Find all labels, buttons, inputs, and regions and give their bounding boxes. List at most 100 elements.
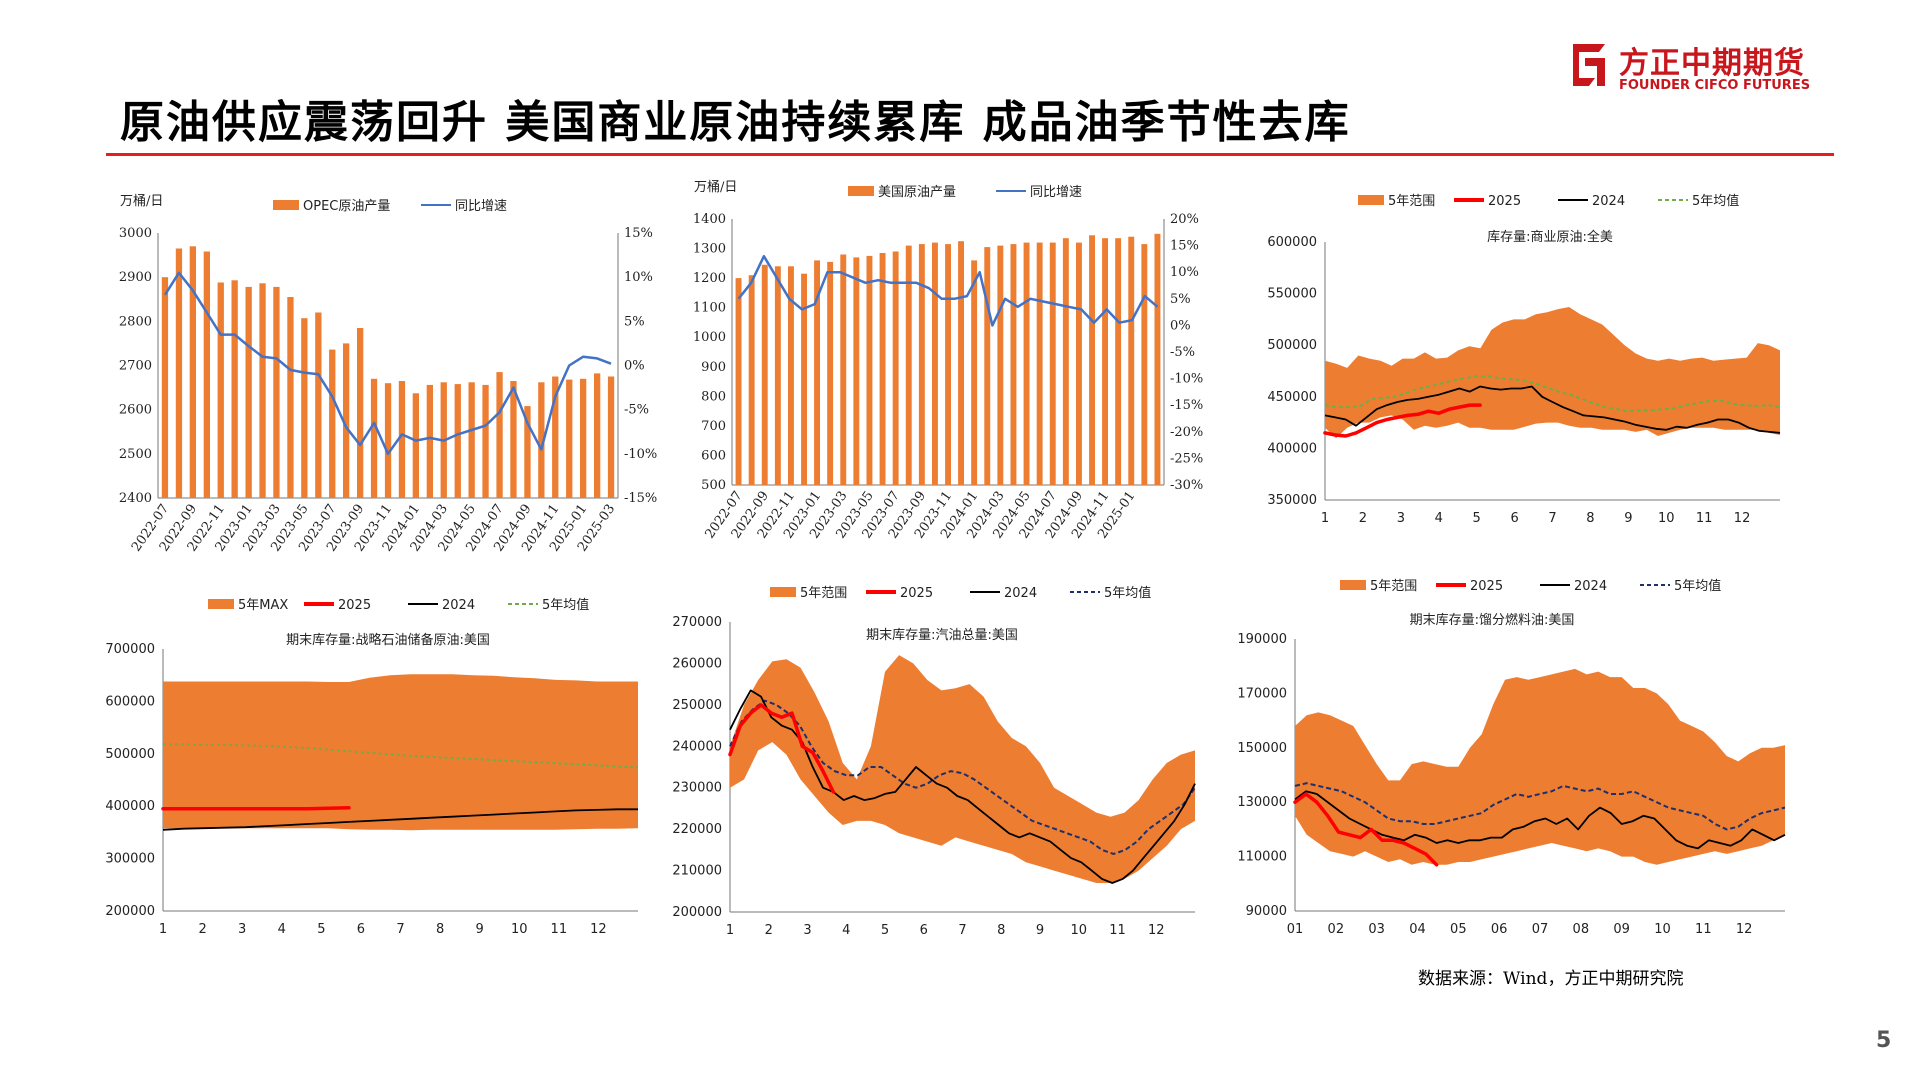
production-bar	[827, 261, 834, 485]
production-bar	[454, 384, 461, 498]
production-bar	[814, 260, 820, 485]
x-tick-label: 7	[958, 923, 966, 938]
x-tick-label: 8	[1586, 511, 1594, 526]
production-bar	[496, 372, 503, 498]
production-bar	[1036, 242, 1043, 485]
production-bar	[892, 251, 899, 485]
x-tick-label: 05	[1450, 922, 1467, 937]
y-tick-label-left: 1300	[693, 242, 726, 257]
x-tick-label: 04	[1409, 922, 1426, 937]
production-bar	[329, 349, 336, 498]
x-tick-label: 11	[551, 922, 568, 937]
y-tick-label-right: 0%	[1170, 318, 1191, 333]
company-logo: 方正中期期货 FOUNDER CIFCO FUTURES	[1563, 38, 1833, 94]
y-tick-label: 270000	[672, 615, 722, 630]
production-bar	[1049, 242, 1056, 485]
production-bar	[1102, 238, 1108, 485]
production-bar	[412, 393, 419, 498]
x-tick-label: 10	[511, 922, 528, 937]
y-tick-label-left: 2800	[119, 314, 152, 329]
x-tick-label: 9	[476, 922, 484, 937]
chart-title: 期末库存量:馏分燃料油:美国	[1410, 612, 1575, 628]
y-tick-label: 170000	[1237, 686, 1287, 701]
production-bar	[315, 312, 322, 498]
legend-swatch	[1340, 580, 1366, 590]
production-bar	[905, 245, 912, 485]
x-tick-label: 8	[997, 923, 1005, 938]
production-bar	[958, 241, 964, 485]
y-tick-label: 210000	[672, 864, 722, 879]
y-tick-label-left: 600	[701, 448, 726, 463]
legend-label: 5年范围	[800, 586, 847, 601]
y-tick-label: 220000	[672, 822, 722, 837]
legend-swatch	[208, 599, 234, 609]
y-tick-label-right: 10%	[624, 270, 653, 285]
legend-label: 同比增速	[1030, 185, 1082, 200]
y-tick-label-right: -25%	[1170, 451, 1203, 466]
production-bar	[1128, 236, 1135, 485]
y-tick-label: 260000	[672, 656, 722, 671]
x-tick-label: 8	[436, 922, 444, 937]
legend-label: 2025	[1488, 194, 1521, 209]
production-bar	[217, 282, 224, 498]
production-bar	[203, 251, 210, 498]
x-tick-label: 11	[1109, 923, 1126, 938]
logo-english: FOUNDER CIFCO FUTURES	[1619, 78, 1811, 93]
x-tick-label: 7	[396, 922, 404, 937]
x-tick-label: 12	[1736, 922, 1753, 937]
legend-label: 5年均值	[1674, 578, 1721, 594]
production-bar	[1141, 244, 1148, 485]
production-bar	[482, 384, 489, 498]
x-tick-label: 09	[1613, 922, 1630, 937]
x-tick-label: 2	[198, 922, 206, 937]
y-tick-label: 150000	[1237, 741, 1287, 756]
production-bar	[788, 266, 794, 485]
y-tick-label-left: 2600	[119, 403, 152, 418]
x-tick-label: 1	[159, 922, 167, 937]
production-bar	[189, 246, 196, 499]
line-2024	[1324, 385, 1781, 434]
y-tick-label-right: 5%	[624, 314, 645, 329]
y-tick-label-left: 1400	[693, 212, 726, 227]
x-tick-label: 02	[1328, 922, 1345, 937]
x-tick-label: 3	[238, 922, 246, 937]
x-tick-label: 4	[278, 922, 286, 937]
production-bar	[945, 244, 951, 485]
production-bar	[1010, 244, 1017, 485]
legend-swatch	[1358, 195, 1384, 205]
production-bar	[231, 280, 238, 498]
source-note: 数据来源：Wind，方正中期研究院	[1418, 969, 1684, 989]
line-2024	[729, 689, 1196, 884]
production-bar	[918, 244, 925, 485]
x-tick-label: 08	[1573, 922, 1590, 937]
page-number: 5	[1876, 1028, 1892, 1053]
y-tick-label-right: -20%	[1170, 425, 1203, 440]
production-bar	[879, 253, 886, 485]
y-tick-label-right: 15%	[1170, 239, 1199, 254]
x-tick-label: 9	[1036, 923, 1044, 938]
logo-name: 方正中期期货	[1619, 46, 1805, 81]
production-bar	[1062, 238, 1069, 485]
x-tick-label: 06	[1491, 922, 1508, 937]
production-bar	[580, 378, 587, 499]
legend-swatch	[848, 186, 874, 196]
legend-label: 5年MAX	[238, 598, 288, 613]
x-tick-label: 5	[881, 923, 889, 938]
five-year-average-line	[1294, 782, 1786, 831]
y-tick-label: 500000	[1267, 338, 1317, 353]
x-tick-label: 6	[1510, 511, 1518, 526]
x-tick-label: 6	[357, 922, 365, 937]
line-2025	[1293, 792, 1439, 867]
y-tick-label-right: -5%	[1170, 345, 1195, 360]
line-2024	[162, 808, 638, 831]
y-tick-label: 700000	[105, 642, 155, 657]
y-tick-label-right: -10%	[1170, 372, 1203, 387]
five-year-range-band	[1295, 668, 1785, 865]
slide-title: 原油供应震荡回升 美国商业原油持续累库 成品油季节性去库	[120, 97, 1351, 148]
legend-label: 2025	[900, 586, 933, 601]
production-bar	[161, 277, 169, 498]
x-tick-label: 5	[317, 922, 325, 937]
legend-label: 5年均值	[1692, 193, 1739, 209]
